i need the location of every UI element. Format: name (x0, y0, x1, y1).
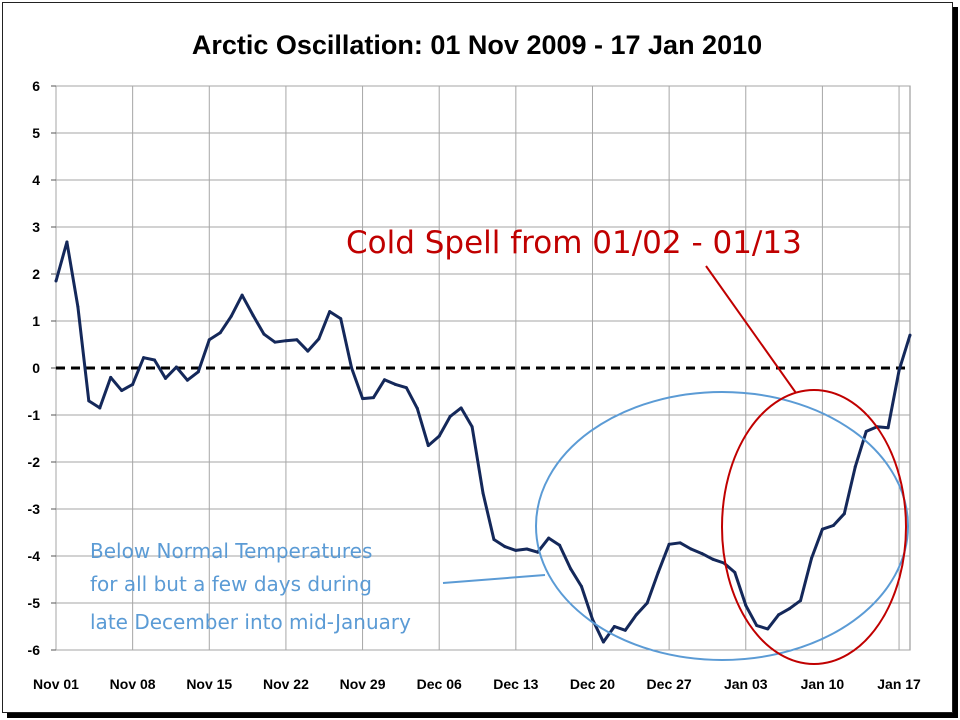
below-normal-ellipse (535, 391, 909, 661)
x-tick-label: Nov 15 (186, 676, 232, 692)
x-tick-label: Nov 29 (340, 676, 386, 692)
cold-spell-annotation: Cold Spell from 01/02 - 01/13 (346, 225, 802, 261)
x-tick-label: Jan 10 (801, 676, 845, 692)
horizontal-gridlines (56, 85, 910, 651)
x-axis-ticks: Nov 01 Nov 08 Nov 15 Nov 22 Nov 29 Dec 06 Dec … (33, 676, 921, 692)
below-normal-annotation-line-2: for all but a few days during (90, 572, 372, 596)
x-tick-label: Nov 22 (263, 676, 309, 692)
x-tick-label: Jan 17 (877, 676, 921, 692)
x-tick-label: Dec 06 (417, 676, 462, 692)
y-tick-label: 6 (32, 78, 40, 94)
y-tick-label: -6 (28, 642, 41, 658)
x-tick-label: Jan 03 (724, 676, 768, 692)
series-line (54, 240, 912, 644)
y-tick-label: 2 (32, 266, 40, 282)
x-tick-label: Nov 01 (33, 676, 79, 692)
y-tick-label: -5 (28, 595, 41, 611)
y-tick-label: -1 (28, 407, 41, 423)
x-tick-label: Dec 27 (647, 676, 692, 692)
cold-spell-ellipse (721, 389, 907, 665)
y-tick-label: 3 (32, 219, 40, 235)
below-normal-annotation-line-3: late December into mid-January (90, 610, 411, 634)
y-tick-label: -4 (28, 548, 41, 564)
x-tick-label: Dec 20 (570, 676, 615, 692)
chart-title: Arctic Oscillation: 01 Nov 2009 - 17 Jan… (192, 30, 762, 60)
y-tick-label: 5 (32, 125, 40, 141)
x-tick-label: Nov 08 (110, 676, 156, 692)
y-axis-ticks: 6 5 4 3 2 1 0 -1 -2 -3 -4 -5 -6 (28, 78, 56, 658)
below-normal-annotation-line-1: Below Normal Temperatures (90, 539, 372, 563)
cold-spell-callout-line (705, 265, 797, 394)
y-tick-label: -2 (28, 454, 41, 470)
y-tick-label: -3 (28, 501, 41, 517)
y-tick-label: 0 (32, 360, 40, 376)
below-normal-callout-line (442, 574, 546, 584)
y-tick-label: 1 (32, 313, 40, 329)
x-tick-label: Dec 13 (493, 676, 538, 692)
y-tick-label: 4 (32, 172, 40, 188)
